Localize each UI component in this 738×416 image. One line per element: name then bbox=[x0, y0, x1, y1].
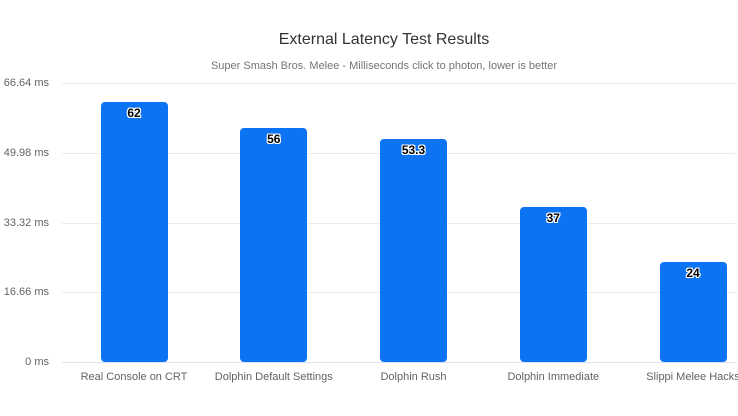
gridline bbox=[62, 83, 735, 84]
x-axis-category-label: Slippi Melee Hacks bbox=[646, 371, 738, 383]
x-axis-category-label: Dolphin Rush bbox=[380, 371, 447, 383]
bar-value-label: 37 bbox=[546, 211, 560, 226]
bar[interactable]: 62 bbox=[100, 102, 168, 362]
y-axis-tick-label: 16.66 ms bbox=[3, 286, 49, 299]
y-axis-tick-label: 33.32 ms bbox=[3, 216, 49, 229]
x-axis-category-label: Dolphin Default Settings bbox=[214, 371, 333, 383]
bar[interactable]: 37 bbox=[519, 207, 587, 362]
x-axis-category-label: Real Console on CRT bbox=[80, 371, 188, 383]
y-axis-tick-label: 49.98 ms bbox=[3, 146, 49, 159]
bar[interactable]: 53.3 bbox=[380, 138, 447, 362]
chart-title: External Latency Test Results bbox=[278, 31, 490, 48]
bar[interactable]: 24 bbox=[659, 261, 727, 362]
bar-value-label: 62 bbox=[127, 106, 141, 121]
bar[interactable]: 56 bbox=[240, 127, 308, 362]
bar-value-label: 53.3 bbox=[401, 142, 426, 157]
y-axis-tick-label: 66.64 ms bbox=[3, 77, 49, 89]
chart-subtitle: Super Smash Bros. Melee - Milliseconds c… bbox=[210, 60, 558, 72]
bar-value-label: 24 bbox=[686, 265, 700, 280]
bar-value-label: 56 bbox=[267, 131, 281, 146]
axis-baseline bbox=[62, 362, 735, 363]
x-axis-category-label: Dolphin Immediate bbox=[507, 371, 600, 383]
y-axis-tick-label: 0 ms bbox=[25, 356, 49, 368]
